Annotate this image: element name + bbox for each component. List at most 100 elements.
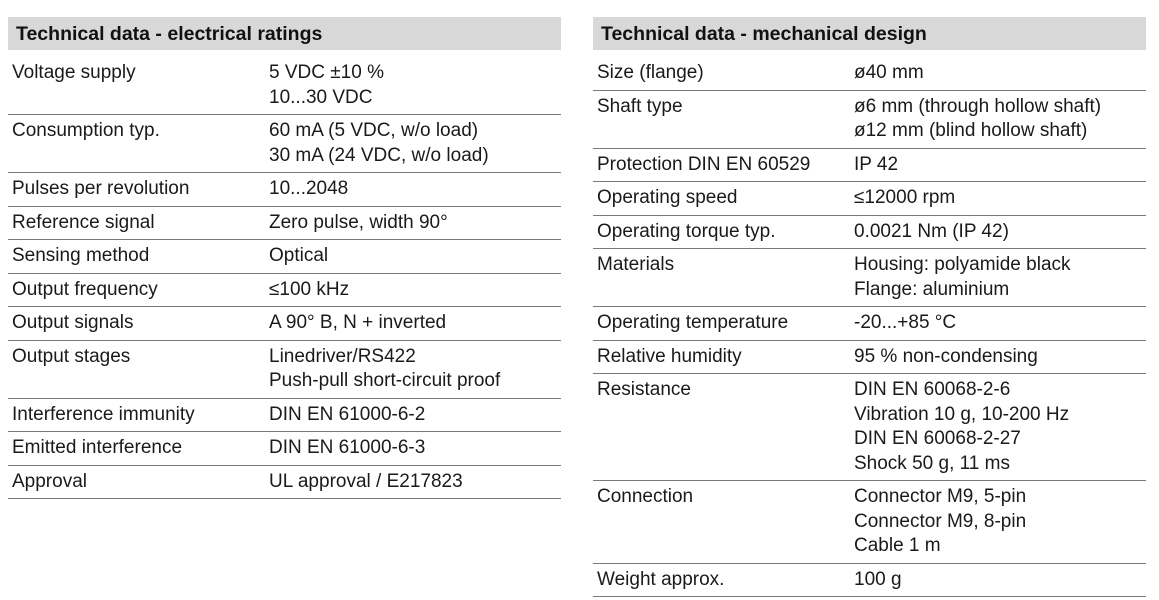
spec-value-line: DIN EN 61000-6-2	[269, 403, 426, 425]
spec-value: ø6 mm (through hollow shaft) ø12 mm (blin…	[850, 90, 1146, 148]
spec-value: -20...+85 °C	[850, 307, 1146, 341]
spec-value-line: ≤100 kHz	[269, 278, 350, 300]
spec-label: Resistance	[597, 379, 691, 400]
spec-value-line: Connector M9, 5-pin	[854, 486, 1027, 507]
spec-label: Shaft type	[597, 95, 683, 117]
spec-label: Approval	[12, 470, 87, 492]
spec-label: Pulses per revolution	[12, 178, 190, 199]
spec-value-line: ø40 mm	[854, 62, 924, 83]
spec-value-line: Optical	[269, 245, 329, 266]
spec-value-line: DIN EN 61000-6-3	[269, 437, 426, 458]
table-row: Materials Housing: polyamide black Flange:…	[593, 249, 1146, 307]
spec-value: DIN EN 60068-2-6 Vibration 10 g, 10-200 H…	[850, 374, 1146, 481]
table-row: Reference signal Zero pulse, width 90°	[8, 206, 561, 240]
table-row: Size (flange) ø40 mm	[593, 50, 1146, 90]
table-row: Output frequency ≤100 kHz	[8, 273, 561, 307]
table-row: Operating temperature -20...+85 °C	[593, 307, 1146, 341]
spec-label: Consumption typ.	[12, 120, 160, 141]
spec-value-line: Housing: polyamide black	[854, 254, 1071, 275]
spec-value-line: 30 mA (24 VDC, w/o load)	[269, 144, 489, 166]
table-row: Voltage supply 5 VDC ±10 % 10...30 VDC	[8, 50, 561, 115]
table-row: Relative humidity 95 % non-condensing	[593, 340, 1146, 374]
electrical-ratings-panel: Technical data - electrical ratings Volt…	[8, 17, 561, 499]
table-row: Weight approx. 100 g	[593, 563, 1146, 597]
spec-value: Linedriver/RS422 Push-pull short-circuit …	[265, 340, 561, 398]
spec-value: 10...2048	[265, 173, 561, 207]
spec-value-line: DIN EN 60068-2-27	[854, 428, 1021, 449]
spec-value-line: ≤12000 rpm	[854, 187, 956, 208]
table-row: Pulses per revolution 10...2048	[8, 173, 561, 207]
spec-value: 95 % non-condensing	[850, 340, 1146, 374]
spec-value: Housing: polyamide black Flange: aluminiu…	[850, 249, 1146, 307]
spec-value-line: Flange: aluminium	[854, 278, 1010, 300]
table-row: Sensing method Optical	[8, 240, 561, 274]
table-row: Output signals A 90° B, N + inverted	[8, 307, 561, 341]
spec-value-line: UL approval / E217823	[269, 470, 463, 492]
spec-value: 100 g	[850, 563, 1146, 597]
spec-value-line: -20...+85 °C	[854, 312, 957, 333]
spec-value: ≤12000 rpm	[850, 182, 1146, 216]
spec-value: A 90° B, N + inverted	[265, 307, 561, 341]
spec-value-line: 0.0021 Nm (IP 42)	[854, 220, 1009, 242]
spec-value-line: ø12 mm (blind hollow shaft)	[854, 120, 1088, 141]
spec-label: Output stages	[12, 345, 131, 367]
spec-label: Output signals	[12, 312, 134, 333]
spec-label: Protection DIN EN 60529	[597, 153, 811, 175]
spec-value: 0.0021 Nm (IP 42)	[850, 215, 1146, 249]
table-row: Resistance DIN EN 60068-2-6 Vibration 10 g…	[593, 374, 1146, 481]
spec-value-line: Shock 50 g, 11 ms	[854, 452, 1010, 474]
mechanical-design-panel: Technical data - mechanical design Size …	[593, 17, 1146, 597]
spec-value: ≤100 kHz	[265, 273, 561, 307]
spec-value: Zero pulse, width 90°	[265, 206, 561, 240]
table-row: Approval UL approval / E217823	[8, 465, 561, 499]
spec-value-line: Zero pulse, width 90°	[269, 211, 448, 233]
spec-label: Output frequency	[12, 278, 158, 300]
spec-value-line: 60 mA (5 VDC, w/o load)	[269, 120, 479, 141]
table-row: Protection DIN EN 60529 IP 42	[593, 148, 1146, 182]
spec-value: UL approval / E217823	[265, 465, 561, 499]
table-row: Interference immunity DIN EN 61000-6-2	[8, 398, 561, 432]
spec-value-line: 95 % non-condensing	[854, 345, 1038, 367]
table-row: Connection Connector M9, 5-pin Connector M…	[593, 481, 1146, 564]
spec-value: 60 mA (5 VDC, w/o load) 30 mA (24 VDC, w/…	[265, 115, 561, 173]
spec-value: Connector M9, 5-pin Connector M9, 8-pin Ca…	[850, 481, 1146, 564]
spec-value-line: IP 42	[854, 153, 899, 175]
electrical-ratings-title: Technical data - electrical ratings	[8, 17, 561, 50]
spec-value: 5 VDC ±10 % 10...30 VDC	[265, 50, 561, 115]
mechanical-design-table: Size (flange) ø40 mm Shaft type ø6 mm (thro…	[593, 50, 1146, 597]
spec-value-line: 10...30 VDC	[269, 86, 373, 108]
spec-label: Relative humidity	[597, 345, 742, 367]
spec-label: Materials	[597, 254, 675, 275]
electrical-ratings-table: Voltage supply 5 VDC ±10 % 10...30 VDC Cons…	[8, 50, 561, 499]
spec-value-line: Cable 1 m	[854, 535, 941, 556]
table-row: Emitted interference DIN EN 61000-6-3	[8, 432, 561, 466]
spec-label: Operating torque typ.	[597, 220, 776, 242]
spec-label: Sensing method	[12, 245, 150, 266]
table-row: Operating torque typ. 0.0021 Nm (IP 42)	[593, 215, 1146, 249]
spec-value-line: Push-pull short-circuit proof	[269, 370, 501, 391]
spec-value: IP 42	[850, 148, 1146, 182]
spec-value-line: A 90° B, N + inverted	[269, 312, 447, 333]
mechanical-design-title: Technical data - mechanical design	[593, 17, 1146, 50]
spec-value: ø40 mm	[850, 50, 1146, 90]
table-row: Consumption typ. 60 mA (5 VDC, w/o load) 3…	[8, 115, 561, 173]
spec-label: Reference signal	[12, 211, 155, 233]
spec-label: Connection	[597, 486, 694, 507]
spec-label: Size (flange)	[597, 62, 704, 83]
spec-label: Voltage supply	[12, 62, 136, 83]
table-row: Shaft type ø6 mm (through hollow shaft) ø1…	[593, 90, 1146, 148]
spec-value-line: Vibration 10 g, 10-200 Hz	[854, 403, 1070, 425]
spec-value: DIN EN 61000-6-3	[265, 432, 561, 466]
spec-value-line: 5 VDC ±10 %	[269, 62, 384, 83]
spec-value-line: Linedriver/RS422	[269, 345, 416, 367]
table-row: Operating speed ≤12000 rpm	[593, 182, 1146, 216]
spec-value: DIN EN 61000-6-2	[265, 398, 561, 432]
spec-label: Operating speed	[597, 187, 738, 208]
spec-value: Optical	[265, 240, 561, 274]
spec-value-line: 100 g	[854, 568, 902, 590]
spec-value-line: 10...2048	[269, 178, 349, 199]
spec-label: Interference immunity	[12, 403, 195, 425]
spec-label: Operating temperature	[597, 312, 789, 333]
table-row: Output stages Linedriver/RS422 Push-pull s…	[8, 340, 561, 398]
spec-label: Emitted interference	[12, 437, 183, 458]
